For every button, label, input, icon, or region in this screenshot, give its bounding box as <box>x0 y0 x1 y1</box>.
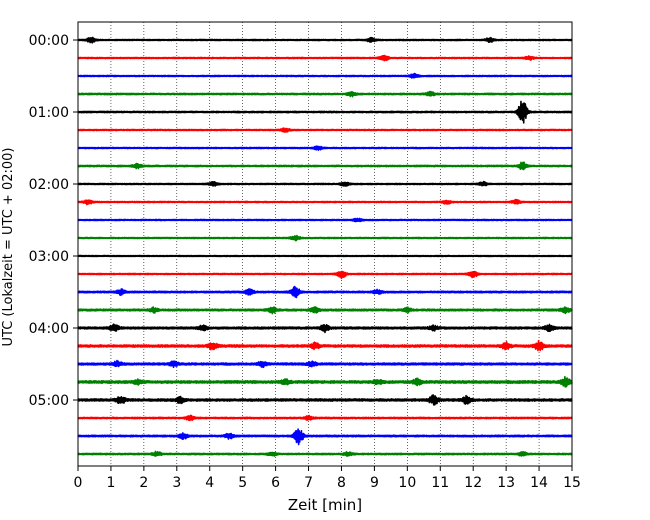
x-tick-label: 5 <box>238 475 247 491</box>
trace-0030 <box>77 72 573 79</box>
x-tick-label: 15 <box>563 475 581 491</box>
trace-0400 <box>77 323 573 334</box>
trace-0500 <box>77 394 573 406</box>
y-tick-label: 05:00 <box>29 393 69 409</box>
x-tick-label: 8 <box>337 475 346 491</box>
trace-0515 <box>77 414 573 422</box>
y-axis-ticks: 00:00 01:00 02:00 03:00 04:00 05:00 <box>29 33 78 409</box>
x-axis-ticks: 0 1 2 3 4 5 6 7 8 9 10 11 12 13 14 15 <box>74 466 581 491</box>
trace-0215 <box>77 198 573 206</box>
x-tick-label: 6 <box>271 475 280 491</box>
trace-0300 <box>77 254 573 258</box>
trace-0245 <box>77 234 573 242</box>
x-axis-label: Zeit [min] <box>288 496 362 514</box>
trace-0145 <box>77 161 573 171</box>
y-tick-label: 02:00 <box>29 177 69 193</box>
x-tick-label: 3 <box>172 475 181 491</box>
x-tick-label: 13 <box>497 475 515 491</box>
trace-0130 <box>77 145 573 151</box>
x-tick-label: 7 <box>304 475 313 491</box>
trace-0000 <box>77 36 573 44</box>
x-tick-label: 11 <box>431 475 449 491</box>
trace-0315 <box>77 270 573 280</box>
trace-0230 <box>77 217 573 223</box>
vertical-gridlines <box>110 22 540 466</box>
y-axis-label: UTC (Lokalzeit = UTC + 02:00) <box>1 148 16 347</box>
trace-0415 <box>77 340 573 352</box>
x-tick-label: 14 <box>530 475 548 491</box>
trace-0330 <box>77 285 573 299</box>
trace-0445 <box>77 375 573 388</box>
trace-0430 <box>77 359 573 369</box>
x-tick-label: 12 <box>464 475 482 491</box>
y-tick-label: 01:00 <box>29 105 69 121</box>
seismogram-traces <box>77 36 573 457</box>
trace-0530 <box>77 428 573 446</box>
y-tick-label: 03:00 <box>29 249 69 265</box>
trace-0345 <box>77 306 573 315</box>
y-tick-label: 04:00 <box>29 321 69 337</box>
trace-0045 <box>77 90 573 98</box>
trace-0200 <box>77 180 573 187</box>
x-tick-label: 9 <box>370 475 379 491</box>
trace-0545 <box>77 450 573 457</box>
x-tick-label: 2 <box>139 475 148 491</box>
trace-0115 <box>77 127 573 133</box>
y-tick-label: 00:00 <box>29 33 69 49</box>
x-tick-label: 4 <box>205 475 214 491</box>
plot-frame <box>77 21 573 467</box>
x-tick-label: 0 <box>74 475 83 491</box>
x-tick-label: 1 <box>106 475 115 491</box>
x-tick-label: 10 <box>398 475 416 491</box>
trace-0100 <box>77 100 573 124</box>
trace-0015 <box>77 54 573 62</box>
